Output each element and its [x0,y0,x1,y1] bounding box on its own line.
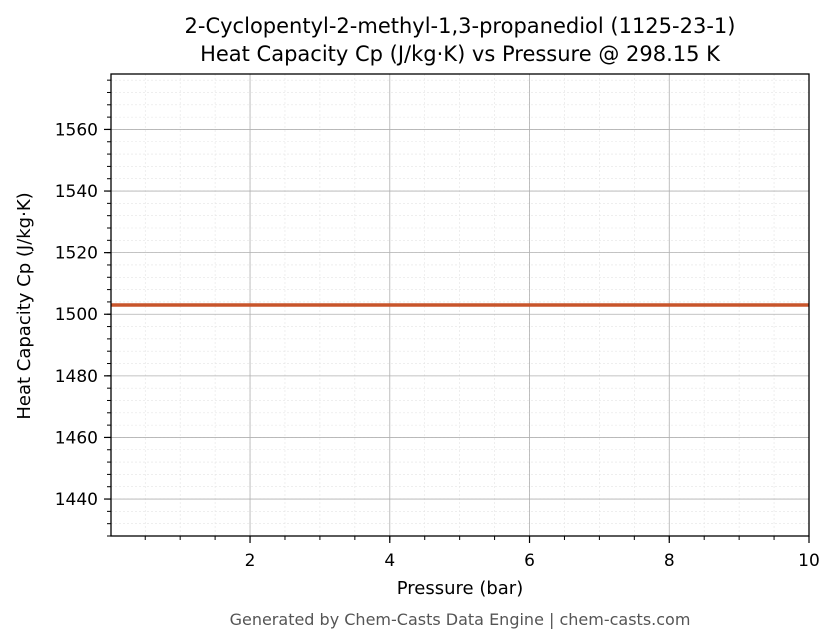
y-tick-label: 1560 [55,120,98,140]
x-axis-label: Pressure (bar) [397,578,523,599]
chart-title: 2-Cyclopentyl-2-methyl-1,3-propanediol (… [185,14,736,38]
x-tick-label: 2 [245,551,256,571]
y-tick-label: 1460 [55,428,98,448]
chart-subtitle: Heat Capacity Cp (J/kg·K) vs Pressure @ … [200,42,721,66]
y-tick-label: 1440 [55,490,98,510]
x-tick-label: 8 [664,551,675,571]
ticks: 2 4 6 8 10 1440 1460 1480 1500 1520 1540 1560 [55,79,820,571]
x-tick-label: 10 [798,551,820,571]
y-tick-label: 1480 [55,367,98,387]
footer-credit: Generated by Chem-Casts Data Engine | ch… [230,610,691,629]
y-tick-label: 1540 [55,182,98,202]
y-tick-label: 1520 [55,244,98,264]
x-tick-label: 4 [384,551,395,571]
y-axis-label: Heat Capacity Cp (J/kg·K) [14,192,35,419]
y-tick-label: 1500 [55,305,98,325]
x-tick-label: 6 [524,551,535,571]
